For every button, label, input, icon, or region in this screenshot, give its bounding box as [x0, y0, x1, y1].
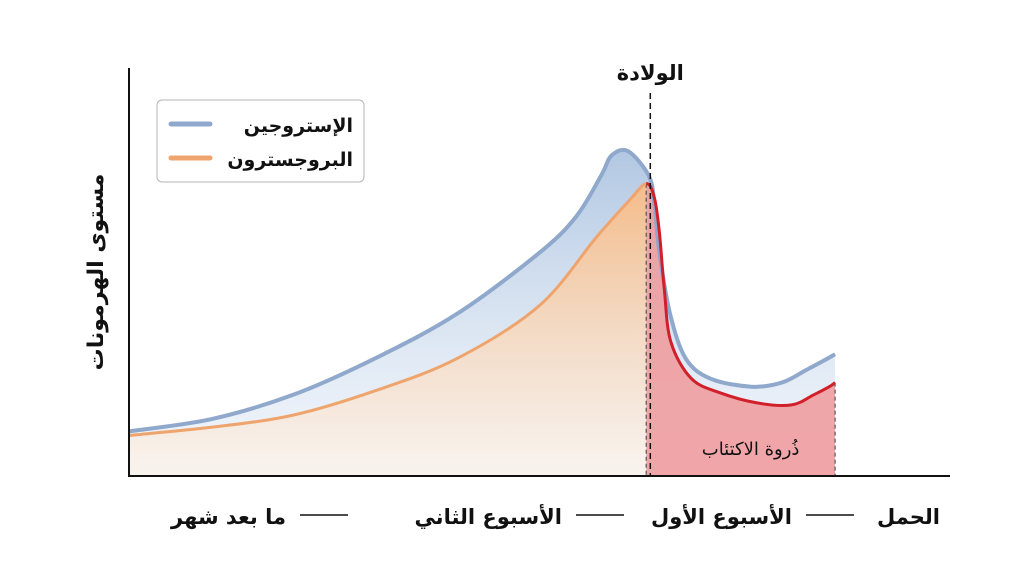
y-axis-label: مستوى الهرمونات [84, 174, 109, 371]
legend-label-estrogen: الإستروجين [244, 115, 353, 137]
legend-label-progesterone: البروجسترون [227, 149, 353, 171]
estrogen-line [128, 147, 837, 434]
legend: الإستروجين البروجسترون [156, 99, 365, 183]
x-label-after-month: ما بعد شهر [170, 505, 286, 529]
progesterone-area [129, 183, 647, 476]
progesterone-line [128, 182, 647, 437]
x-label-pregnancy: الحمل [877, 505, 940, 529]
depression-peak-area [646, 183, 836, 476]
x-label-second-week: الأسبوع الثاني [414, 503, 562, 529]
depression-peak-label: ذُروة الاكتئاب [702, 439, 800, 460]
x-axis-labels: الحمل الأسبوع الأول الأسبوع الثاني ما بع… [170, 503, 940, 529]
progesterone-line-postpartum [646, 182, 836, 407]
x-label-first-week: الأسبوع الأول [651, 503, 792, 529]
legend-box [156, 99, 365, 183]
birth-label: الولادة [617, 61, 684, 85]
